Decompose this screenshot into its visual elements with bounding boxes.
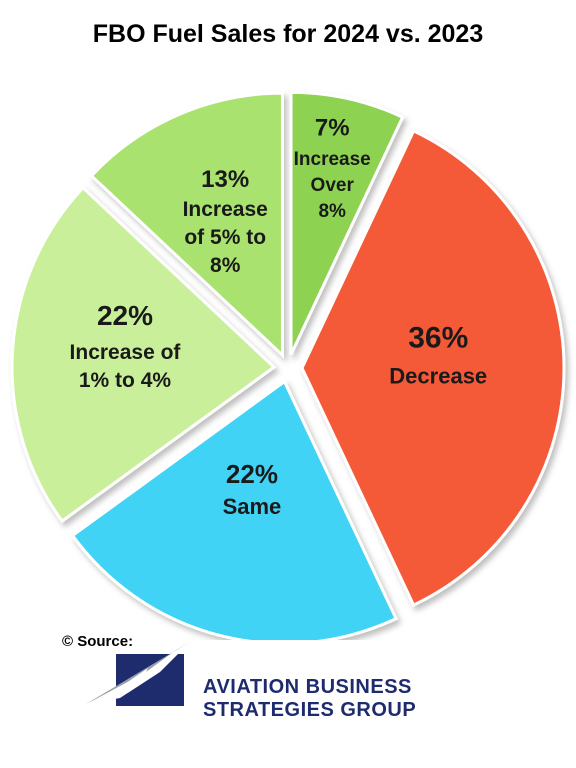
slice-percent-label: 13% [201, 166, 249, 193]
slice-category-label: Decrease [389, 363, 487, 388]
pie-slice-increase-over-8 [289, 90, 405, 355]
chart-title: FBO Fuel Sales for 2024 vs. 2023 [92, 20, 484, 48]
slice-category-label: Increase of [70, 341, 182, 364]
logo-text: Aviation Business Strategies Group [203, 676, 416, 722]
slice-percent-label: 36% [408, 321, 468, 354]
pie-slice-decrease [300, 128, 566, 608]
slice-category-label: Increase [294, 149, 371, 170]
plane-logo-icon [86, 642, 190, 706]
source-label: © Source: [62, 633, 134, 650]
logo-line1: Aviation Business [203, 676, 412, 698]
slice-category-label: 8% [318, 201, 346, 222]
slice-percent-label: 22% [97, 300, 153, 331]
pie-slice-increase-of-1-to-4 [10, 185, 277, 524]
slice-category-label: 1% to 4% [79, 369, 172, 392]
slice-percent-label: 22% [226, 459, 278, 489]
logo-line2: Strategies Group [203, 699, 417, 721]
slice-category-label: Increase [183, 198, 268, 221]
slice-category-label: of 5% to [184, 226, 266, 249]
slice-category-label: Over [311, 175, 355, 196]
slice-percent-label: 7% [315, 115, 350, 142]
pie-slice-increase-of-5-to-8 [89, 91, 284, 359]
pie-slice-same [70, 379, 399, 640]
slice-category-label: Same [223, 494, 282, 519]
slice-category-label: 8% [210, 254, 241, 277]
pie-chart: 7% Increase Over 8% 36% Decrease 22% Same 22% Inc… [10, 90, 566, 640]
